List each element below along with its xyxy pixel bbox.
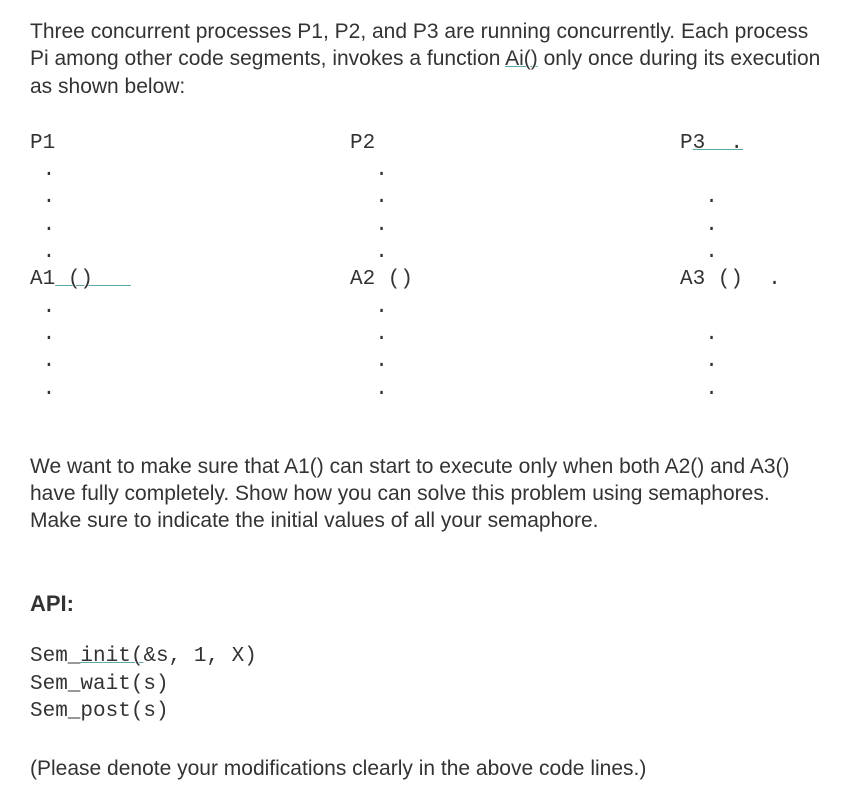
p3-dots-before: . . . bbox=[680, 186, 718, 264]
p1-func-prefix: A1 bbox=[30, 268, 55, 291]
code-column-p3: P3 . . . . A3 () . . . . bbox=[680, 130, 822, 403]
p3-header-prefix: P bbox=[680, 132, 693, 155]
p3-header-underlined: 3 . bbox=[693, 132, 743, 155]
code-section: P1 . . . . A1 () . . . . P2 . . . . A2 (… bbox=[30, 130, 822, 403]
api-line3: Sem_post(s) bbox=[30, 700, 169, 723]
final-text: (Please denote your modifications clearl… bbox=[30, 757, 646, 780]
p1-func-underlined: () bbox=[55, 268, 131, 291]
p2-dots-before: . . . . bbox=[350, 159, 388, 264]
middle-paragraph: We want to make sure that A1() can start… bbox=[30, 453, 822, 535]
ai-underlined: Ai() bbox=[505, 47, 538, 70]
middle-text: We want to make sure that A1() can start… bbox=[30, 455, 790, 533]
p2-header: P2 bbox=[350, 132, 375, 155]
p1-header: P1 bbox=[30, 132, 55, 155]
api-line1-prefix: Sem_ bbox=[30, 645, 80, 668]
api-heading: API: bbox=[30, 590, 822, 619]
intro-paragraph: Three concurrent processes P1, P2, and P… bbox=[30, 18, 822, 100]
p2-dots-after: . . . . bbox=[350, 296, 388, 401]
api-line1-suffix: &s, 1, X) bbox=[143, 645, 256, 668]
api-line2: Sem_wait(s) bbox=[30, 673, 169, 696]
final-paragraph: (Please denote your modifications clearl… bbox=[30, 755, 822, 782]
p3-dots-after: . . . bbox=[680, 323, 718, 401]
p2-func: A2 () bbox=[350, 268, 413, 291]
p1-dots-before: . . . . bbox=[30, 159, 55, 264]
api-line1-underlined: init( bbox=[80, 645, 143, 668]
api-code-block: Sem_init(&s, 1, X) Sem_wait(s) Sem_post(… bbox=[30, 643, 822, 725]
p1-dots-after: . . . . bbox=[30, 296, 55, 401]
code-column-p2: P2 . . . . A2 () . . . . bbox=[350, 130, 680, 403]
p3-func: A3 () . bbox=[680, 268, 781, 291]
code-column-p1: P1 . . . . A1 () . . . . bbox=[30, 130, 350, 403]
